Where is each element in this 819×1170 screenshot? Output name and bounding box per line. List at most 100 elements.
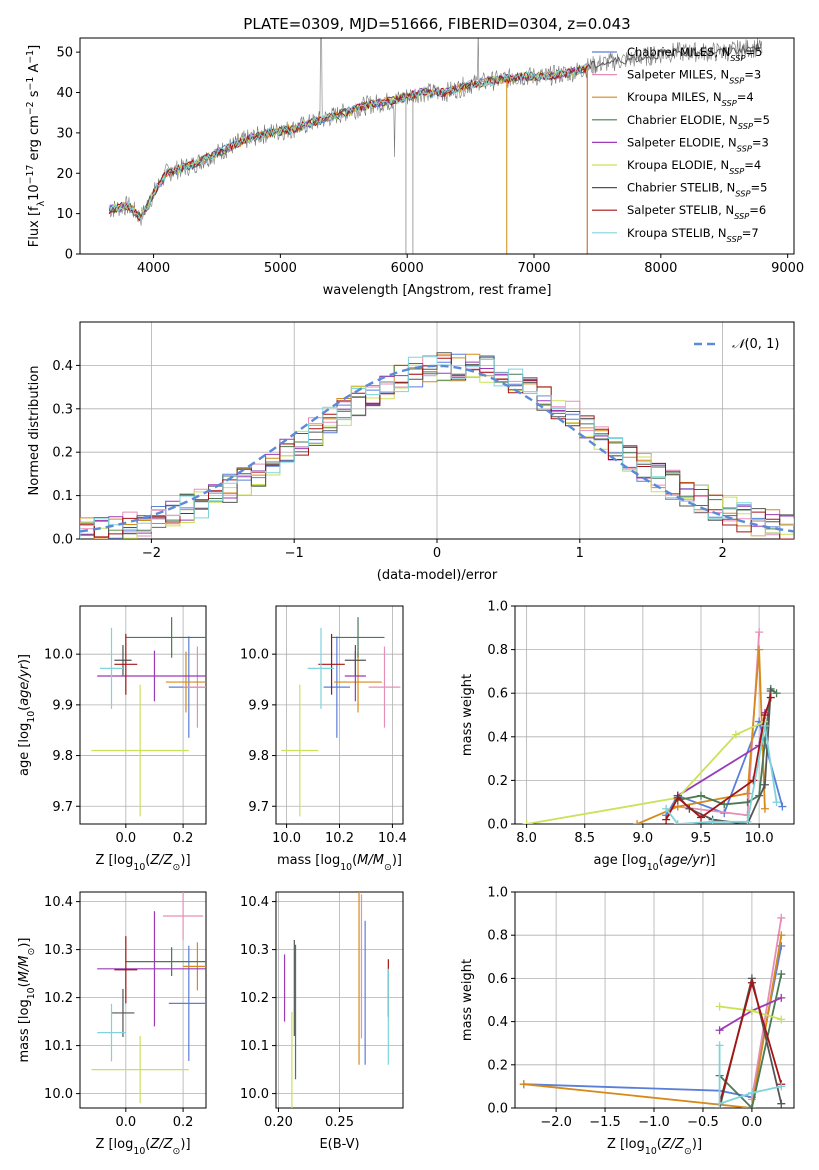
legend-entry: Chabrier STELIB, NSSP=5 [627, 181, 767, 199]
error-bars [91, 617, 206, 817]
legend-entry: Salpeter ELODIE, NSSP=3 [627, 135, 769, 153]
weight-vs-Z-panel: −2.0 −1.5 −1.0 −0.5 0.0 0.0 0.2 0.4 0.6 0.8 1.0 Z [… [460, 886, 795, 1157]
y-tick-label: 10.0 [44, 648, 73, 663]
legend-entry: Salpeter MILES, NSSP=3 [627, 68, 761, 86]
y-tick-label: 9.7 [248, 800, 269, 815]
y-tick-label: 9.9 [248, 698, 269, 713]
x-tick-label: 0.2 [173, 1115, 194, 1130]
y-tick-label: 10.4 [44, 895, 73, 910]
legend-entry: Kroupa STELIB, NSSP=7 [627, 226, 759, 244]
y-axis-label: age [log10(age/yr)] [17, 654, 37, 776]
x-tick-label: 0.2 [173, 831, 194, 846]
x-tick-label: 0 [433, 546, 441, 561]
y-axis-label: Flux [fλ10−17 erg cm−2 s−1 A−1] [25, 45, 47, 247]
plus-marker [772, 798, 781, 807]
y-tick-label: 10.4 [240, 895, 269, 910]
plus-marker [519, 1080, 528, 1089]
x-tick-label: 2 [718, 546, 726, 561]
plus-marker [777, 970, 786, 979]
model-line [108, 63, 588, 221]
x-tick-label: −1.5 [589, 1115, 621, 1130]
x-tick-label: 6000 [391, 261, 424, 276]
plus-marker [760, 721, 769, 730]
y-tick-label: 0.8 [487, 643, 508, 658]
plus-marker [778, 802, 787, 811]
plus-marker [522, 820, 531, 824]
mass-vs-EBV-panel: 0.20 0.25 10.0 10.1 10.2 10.3 10.4 E(B-V) [240, 891, 404, 1152]
weight-lines [522, 628, 787, 824]
x-tick-label: 0.20 [264, 1115, 293, 1130]
plus-marker [708, 817, 717, 824]
spectrum-lines [108, 38, 763, 254]
error-bars [283, 892, 389, 1108]
x-tick-label: −2 [142, 546, 161, 561]
x-tick-label: 9.5 [691, 831, 712, 846]
plus-marker [760, 804, 769, 813]
x-tick-label: 9.0 [633, 831, 654, 846]
x-axis-label: mass [log10(M/M⊙)] [277, 853, 402, 873]
plus-marker [777, 1099, 786, 1108]
legend: Chabrier MILES, NSSP=5 Salpeter MILES, NS… [592, 45, 770, 244]
y-tick-label: 10.0 [240, 1087, 269, 1102]
y-tick-label: 9.7 [52, 800, 73, 815]
plus-marker [662, 815, 671, 824]
y-tick-label: 0.0 [487, 1102, 508, 1117]
x-axis-label: E(B-V) [319, 1137, 359, 1152]
weight-line [751, 917, 783, 1100]
age-vs-Z-panel: 0.0 0.2 9.7 9.8 9.9 10.0 Z [log10(Z/Z⊙)] age [l… [17, 605, 207, 873]
y-tick-label: 0.0 [487, 818, 508, 833]
legend-entry: Chabrier MILES, NSSP=5 [627, 45, 762, 63]
y-tick-label: 10.1 [240, 1039, 269, 1054]
x-tick-label: −1 [285, 546, 304, 561]
mass-vs-Z-panel: 0.0 0.2 10.0 10.1 10.2 10.3 10.4 Z [log10(Z/Z⊙)… [17, 891, 207, 1157]
x-tick-label: −0.5 [687, 1115, 719, 1130]
age-vs-mass-panel: 10.0 10.2 10.4 9.7 9.8 9.9 10.0 mass [log10(M/M… [240, 605, 407, 873]
plus-marker [662, 804, 671, 813]
model-line [108, 64, 588, 217]
y-tick-label: 30 [56, 126, 73, 141]
plus-marker [673, 820, 682, 824]
y-tick-label: 0.3 [52, 402, 73, 417]
y-tick-label: 1.0 [487, 886, 508, 901]
x-tick-label: 10.0 [272, 831, 301, 846]
residuals-panel: −2 −1 0 1 2 0.0 0.1 0.2 0.3 0.4 𝒩(0, 1) (data-model… [27, 321, 795, 583]
y-tick-label: 10.0 [44, 1087, 73, 1102]
plus-marker [731, 730, 740, 739]
y-tick-label: 0 [65, 248, 73, 263]
x-tick-label: 0.0 [115, 1115, 136, 1130]
plus-marker [633, 820, 642, 824]
axes-frame [79, 37, 795, 255]
histograms [80, 352, 794, 539]
error-bars [281, 617, 401, 817]
x-tick-label: 0.0 [115, 831, 136, 846]
model-line [108, 66, 588, 217]
axes-frame [79, 605, 207, 825]
axes-frame [79, 891, 207, 1109]
plus-marker [697, 813, 705, 822]
plus-marker [715, 1002, 724, 1011]
weight-line [523, 935, 783, 1108]
y-tick-label: 0.0 [52, 533, 73, 548]
model-line [108, 63, 588, 219]
x-tick-label: 0.0 [742, 1115, 763, 1130]
histogram-series [80, 356, 794, 539]
y-tick-label: 0.4 [487, 1015, 508, 1030]
plus-marker [749, 776, 758, 785]
plus-marker [766, 693, 775, 702]
x-axis-label: Z [log10(Z/Z⊙)] [95, 1137, 190, 1157]
y-axis-label: mass weight [460, 674, 475, 756]
x-tick-label: 10.2 [325, 831, 354, 846]
plus-marker [777, 1082, 786, 1091]
y-tick-label: 1.0 [487, 600, 508, 615]
spectrum-panel: 4000 5000 6000 7000 8000 9000 0 10 20 30 40 50 wavel… [25, 37, 804, 298]
x-tick-label: −1.0 [638, 1115, 670, 1130]
plus-marker [747, 1006, 756, 1015]
figure-title: PLATE=0309, MJD=51666, FIBERID=0304, z=0… [243, 15, 630, 33]
legend-entry: Kroupa MILES, NSSP=4 [627, 90, 754, 108]
plus-marker [777, 993, 786, 1002]
y-tick-label: 0.6 [487, 972, 508, 987]
y-axis-label: mass [log10(M/M⊙)] [17, 938, 37, 1063]
y-tick-label: 50 [56, 46, 73, 61]
x-axis-label: age [log10(age/yr)] [593, 853, 715, 873]
plus-marker [777, 1015, 786, 1024]
